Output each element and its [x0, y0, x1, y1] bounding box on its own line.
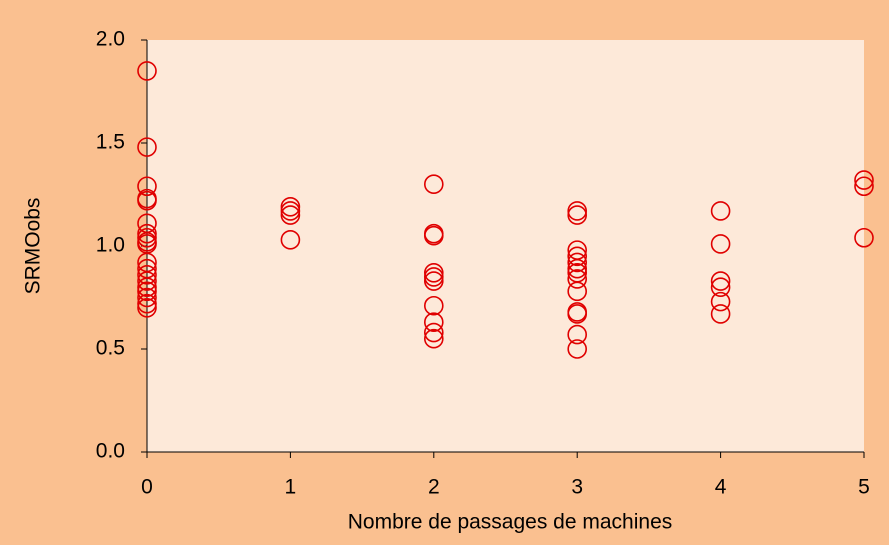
point [137, 190, 157, 211]
point [423, 322, 444, 343]
point [280, 197, 301, 217]
y-tick-label: 1.5 [96, 131, 125, 154]
point [280, 230, 301, 250]
point [567, 281, 588, 302]
point [710, 201, 731, 221]
point [710, 304, 731, 324]
point [137, 137, 157, 157]
point [137, 281, 157, 302]
x-tick-label: 5 [858, 476, 870, 499]
point [423, 295, 444, 316]
point [423, 174, 444, 194]
plot-area [147, 40, 864, 452]
y-tick-label: 1.0 [96, 234, 125, 257]
y-tick-label: 2.0 [96, 28, 125, 51]
point [710, 291, 731, 312]
point [423, 225, 444, 246]
point [137, 223, 157, 244]
point [423, 312, 444, 333]
point [137, 61, 157, 81]
point [423, 262, 444, 283]
point [137, 271, 157, 291]
point [710, 234, 731, 254]
point [137, 227, 157, 248]
y-tick-label: 0.5 [96, 337, 125, 360]
point [423, 328, 444, 349]
point [137, 297, 157, 318]
x-tick-label: 2 [428, 476, 440, 499]
x-axis-title: Nombre de passages de machines [348, 511, 673, 534]
point [854, 176, 874, 197]
x-tick-label: 0 [141, 476, 153, 499]
point [137, 277, 157, 298]
point [280, 205, 301, 225]
x-tick-label: 4 [715, 476, 727, 499]
point [854, 170, 874, 190]
point [137, 176, 157, 197]
point [710, 271, 731, 291]
x-tick-label: 3 [571, 476, 583, 499]
point [567, 201, 588, 221]
point [567, 246, 588, 267]
point [854, 227, 874, 248]
x-tick-label: 1 [285, 476, 297, 499]
point [567, 324, 588, 345]
point [710, 277, 731, 298]
point [567, 339, 588, 359]
point [567, 205, 588, 225]
point [567, 269, 588, 289]
point [137, 293, 157, 314]
point [567, 258, 588, 279]
point [280, 201, 301, 221]
point [567, 252, 588, 273]
point [137, 287, 157, 308]
y-tick-label: 0.0 [96, 440, 125, 463]
point [423, 271, 444, 291]
point [423, 267, 444, 287]
point [567, 304, 588, 324]
y-axis-title: SRMOobs [22, 198, 45, 295]
point [137, 265, 157, 285]
